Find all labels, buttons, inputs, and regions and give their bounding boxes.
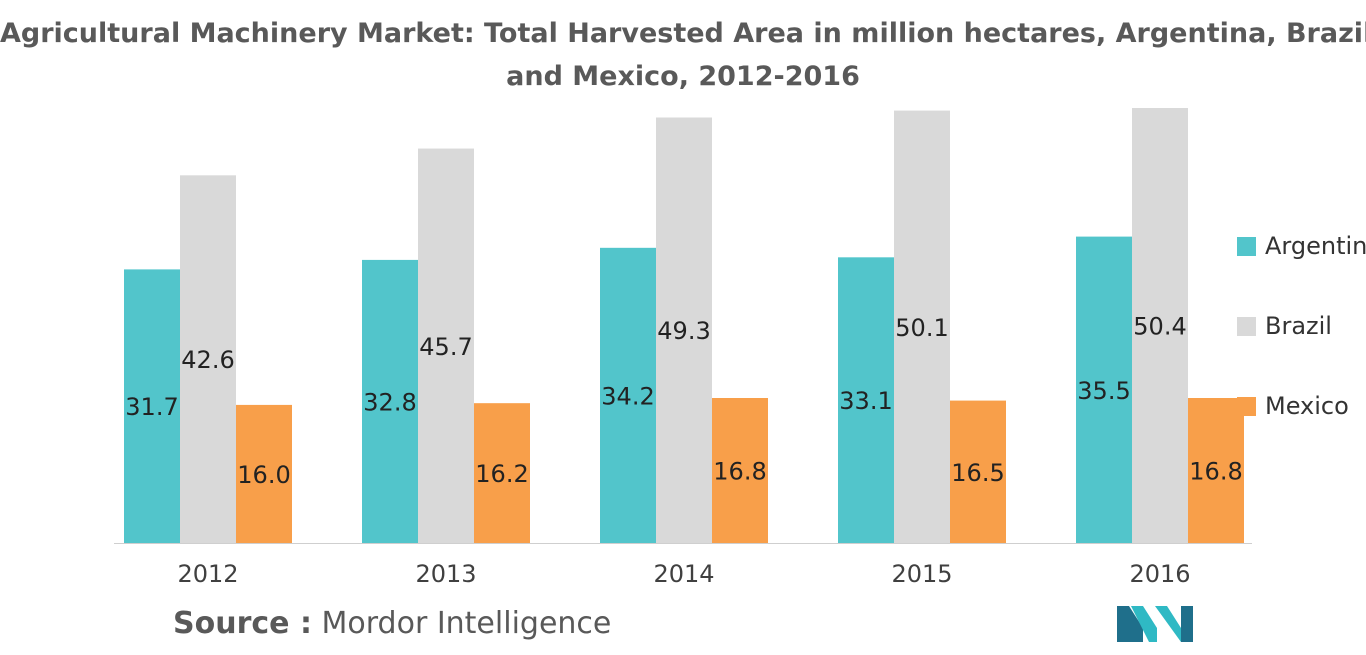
bar-mexico-2014 — [712, 398, 768, 543]
legend-swatch-mexico — [1237, 396, 1256, 416]
bar-brazil-2013 — [418, 148, 474, 543]
data-label-brazil-2013: 45.7 — [419, 333, 472, 361]
bar-mexico-2015 — [950, 400, 1006, 543]
data-label-mexico-2016: 16.8 — [1189, 458, 1242, 486]
legend-swatch-argentina — [1237, 236, 1256, 256]
legend-label-brazil: Brazil — [1265, 312, 1332, 340]
bar-argentina-2016 — [1076, 236, 1132, 543]
data-label-argentina-2014: 34.2 — [601, 382, 654, 410]
x-tick-labels: 2012 2013 2014 2015 2016 — [177, 560, 1190, 588]
data-label-argentina-2015: 33.1 — [839, 387, 892, 415]
data-label-brazil-2012: 42.6 — [181, 346, 234, 374]
source-note: Source : Mordor Intelligence — [173, 606, 611, 641]
x-tick-label-2013: 2013 — [415, 560, 476, 588]
mordor-intelligence-logo — [1117, 606, 1193, 642]
data-label-brazil-2014: 49.3 — [657, 317, 710, 345]
data-label-mexico-2015: 16.5 — [951, 459, 1004, 487]
data-label-brazil-2015: 50.1 — [895, 314, 948, 342]
data-label-mexico-2012: 16.0 — [237, 461, 290, 489]
source-label: Source : — [173, 606, 312, 641]
legend-item-argentina[interactable]: Argentina — [1237, 228, 1366, 264]
bar-brazil-2015 — [894, 110, 950, 543]
x-tick-label-2014: 2014 — [653, 560, 714, 588]
bar-argentina-2015 — [838, 257, 894, 543]
chart-title-line-2: and Mexico, 2012-2016 — [506, 61, 860, 92]
legend-label-argentina: Argentina — [1265, 232, 1366, 260]
legend-label-mexico: Mexico — [1265, 392, 1349, 420]
chart-title: Agricultural Machinery Market: Total Har… — [0, 12, 1366, 98]
x-tick-label-2012: 2012 — [177, 560, 238, 588]
bar-brazil-2012 — [180, 175, 236, 544]
x-tick-label-2015: 2015 — [891, 560, 952, 588]
chart-title-line-1: Agricultural Machinery Market: Total Har… — [0, 18, 1366, 49]
bar-group: 31.742.6 16.0 32.845.7 16.2 34.2 49.3 16.8 33.1… — [124, 108, 1244, 544]
bar-brazil-2014 — [656, 117, 712, 543]
bar-brazil-2016 — [1132, 108, 1188, 543]
data-label-argentina-2013: 32.8 — [363, 388, 416, 416]
bar-mexico-2013 — [474, 403, 530, 543]
data-label-brazil-2016: 50.4 — [1133, 313, 1186, 341]
data-label-mexico-2014: 16.8 — [713, 458, 766, 486]
data-label-argentina-2012: 31.7 — [125, 393, 178, 421]
x-tick-label-2016: 2016 — [1129, 560, 1190, 588]
bar-argentina-2012 — [124, 269, 180, 543]
legend-swatch-brazil — [1237, 316, 1256, 336]
data-label-argentina-2016: 35.5 — [1077, 377, 1130, 405]
bar-chart: 31.742.6 16.0 32.845.7 16.2 34.2 49.3 16.8 33.1… — [114, 108, 1252, 588]
bar-argentina-2013 — [362, 259, 418, 543]
legend-item-brazil[interactable]: Brazil — [1237, 308, 1332, 344]
bar-mexico-2016 — [1188, 398, 1244, 543]
bar-argentina-2014 — [600, 247, 656, 544]
data-label-mexico-2013: 16.2 — [475, 460, 528, 488]
bar-mexico-2012 — [236, 404, 292, 543]
source-value: Mordor Intelligence — [321, 606, 612, 641]
legend-item-mexico[interactable]: Mexico — [1237, 388, 1349, 424]
